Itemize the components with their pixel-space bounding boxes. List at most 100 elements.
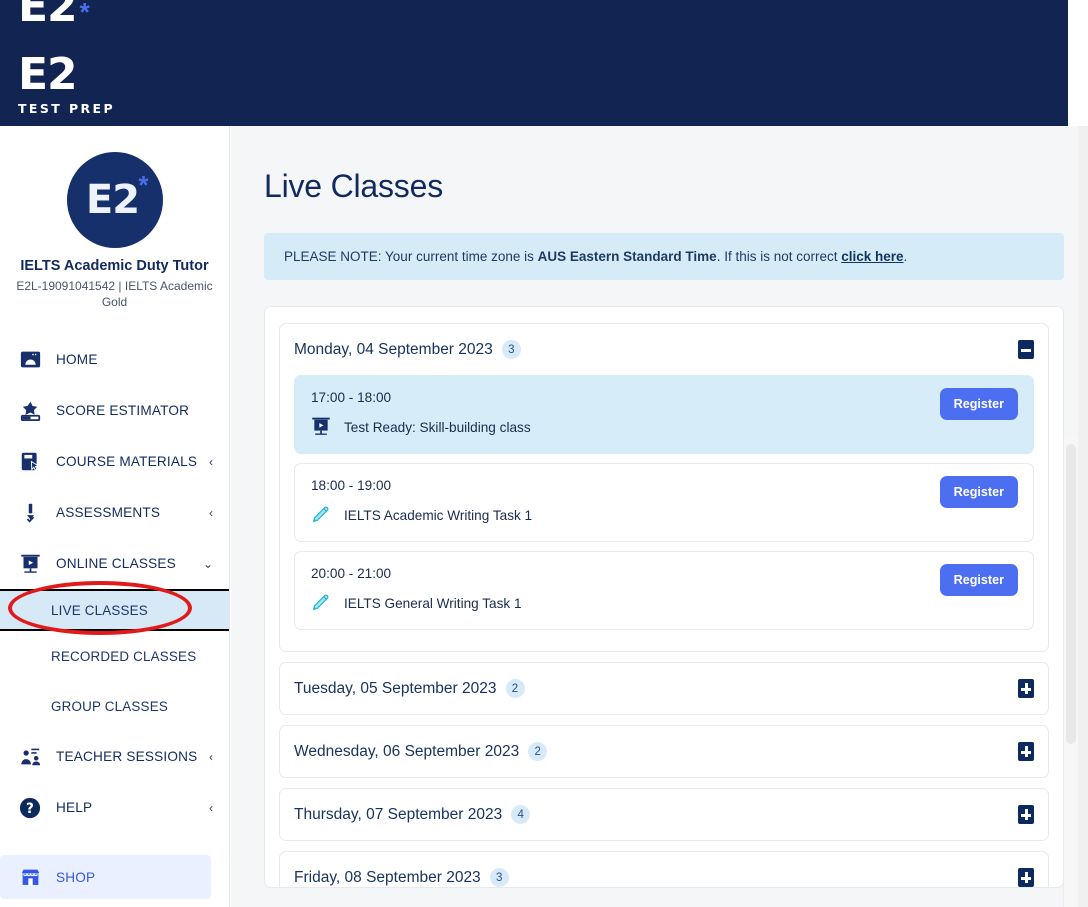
class-row[interactable]: 20:00 - 21:00 IELTS General Writing Task… — [294, 551, 1034, 630]
chevron-icon: ‹ — [209, 749, 213, 764]
book-cursor-icon — [18, 450, 42, 474]
assessment-pencil-icon — [18, 501, 42, 525]
teacher-icon — [18, 745, 42, 769]
profile-name: IELTS Academic Duty Tutor — [20, 258, 209, 274]
score-estimator-icon — [18, 399, 42, 423]
sidebar-item-live-classes[interactable]: LIVE CLASSES — [0, 589, 229, 631]
sidebar-item-label: TEACHER SESSIONS — [56, 749, 198, 764]
timezone-click-here-link[interactable]: click here — [841, 249, 904, 264]
sidebar-item-course-materials[interactable]: COURSE MATERIALS ‹ — [0, 436, 229, 487]
sidebar-subitem-label: LIVE CLASSES — [51, 602, 148, 618]
logo-e2-text: E2 — [18, 49, 78, 100]
page-scrollbar[interactable] — [1078, 126, 1088, 907]
notice-suffix: . — [903, 249, 908, 264]
register-button[interactable]: Register — [939, 388, 1018, 420]
day-card: Friday, 08 September 2023 3 — [279, 851, 1049, 887]
topbar-right-gap — [1068, 0, 1078, 126]
notice-middle: . If this is not correct — [716, 249, 842, 264]
classes-panel: Monday, 04 September 2023 3 17:00 - 18:0… — [264, 306, 1064, 888]
sidebar-item-teacher-sessions[interactable]: TEACHER SESSIONS ‹ — [0, 731, 229, 782]
profile-block: E2 * IELTS Academic Duty Tutor E2L-19091… — [0, 126, 229, 316]
sidebar-item-group-classes[interactable]: GROUP CLASSES — [0, 681, 229, 731]
sidebar-item-label: COURSE MATERIALS — [56, 454, 198, 469]
timezone-notice: PLEASE NOTE: Your current time zone is A… — [264, 233, 1064, 280]
sidebar-item-shop[interactable]: SHOP — [0, 855, 211, 899]
logo-clipped-duplicate: E2 * — [18, 0, 168, 44]
class-time: 17:00 - 18:00 — [311, 390, 392, 405]
day-count-badge: 2 — [528, 742, 548, 761]
sidebar-item-recorded-classes[interactable]: RECORDED CLASSES — [0, 631, 229, 681]
class-name-row: Test Ready: Skill-building class — [311, 416, 1017, 438]
chevron-icon: ‹ — [209, 800, 213, 815]
sidebar-subitem-label: GROUP CLASSES — [51, 698, 168, 714]
presentation-play-icon — [311, 416, 333, 438]
logo-tagline: TEST PREP — [18, 101, 116, 116]
day-title: Friday, 08 September 2023 — [294, 868, 481, 886]
chevron-icon: ‹ — [209, 505, 213, 520]
day-title: Tuesday, 05 September 2023 — [294, 679, 497, 697]
day-header[interactable]: Friday, 08 September 2023 3 — [294, 852, 1034, 887]
avatar-star-icon: * — [138, 170, 149, 200]
day-card: Thursday, 07 September 2023 4 — [279, 788, 1049, 841]
brand-logo[interactable]: E2 TEST PREP — [18, 49, 208, 117]
sidebar-item-assessments[interactable]: ASSESSMENTS ‹ — [0, 487, 229, 538]
expand-plus-icon[interactable] — [1018, 868, 1034, 887]
avatar: E2 * — [66, 152, 163, 248]
class-row[interactable]: 18:00 - 19:00 IELTS Academic Writing Tas… — [294, 463, 1034, 542]
day-header[interactable]: Thursday, 07 September 2023 4 — [294, 789, 1034, 840]
class-name-row: IELTS General Writing Task 1 — [311, 592, 1017, 614]
class-time: 20:00 - 21:00 — [311, 566, 392, 581]
day-count-badge: 3 — [501, 340, 521, 359]
class-list: 17:00 - 18:00 Test Ready: Skill-building… — [294, 375, 1034, 651]
page-title: Live Classes — [264, 168, 444, 204]
inner-scrollbar-track[interactable] — [1063, 436, 1078, 907]
sidebar-item-label: ONLINE CLASSES — [56, 556, 176, 571]
inner-scrollbar-thumb[interactable] — [1066, 444, 1076, 744]
register-button[interactable]: Register — [939, 476, 1018, 508]
chevron-down-icon: ⌄ — [202, 556, 213, 571]
notice-prefix: PLEASE NOTE: Your current time zone is — [284, 249, 538, 264]
class-name-row: IELTS Academic Writing Task 1 — [311, 504, 1017, 526]
presentation-play-icon — [18, 552, 42, 576]
class-name: IELTS Academic Writing Task 1 — [344, 507, 533, 523]
sidebar-item-label: ASSESSMENTS — [56, 505, 161, 520]
class-time: 18:00 - 19:00 — [311, 478, 392, 493]
day-count-badge: 4 — [511, 805, 531, 824]
sidebar-item-label: SCORE ESTIMATOR — [56, 403, 190, 418]
logo-e2-text-top: E2 — [18, 0, 78, 32]
svg-text:?: ? — [26, 801, 34, 817]
sidebar-item-score-estimator[interactable]: SCORE ESTIMATOR — [0, 385, 229, 436]
sidebar-item-label: HELP — [56, 800, 93, 815]
collapse-minus-icon[interactable] — [1018, 340, 1034, 359]
class-row[interactable]: 17:00 - 18:00 Test Ready: Skill-building… — [294, 375, 1034, 454]
day-title: Monday, 04 September 2023 — [294, 340, 493, 358]
day-header[interactable]: Tuesday, 05 September 2023 2 — [294, 663, 1034, 714]
sidebar-item-label: HOME — [56, 352, 98, 367]
expand-plus-icon[interactable] — [1018, 679, 1034, 698]
day-count-badge: 3 — [489, 868, 509, 887]
day-title: Wednesday, 06 September 2023 — [294, 742, 520, 760]
profile-meta: E2L-19091041542 | IELTS Academic Gold — [16, 279, 213, 309]
day-card: Wednesday, 06 September 2023 2 — [279, 725, 1049, 778]
day-header[interactable]: Wednesday, 06 September 2023 2 — [294, 726, 1034, 777]
pencil-icon — [311, 504, 333, 526]
help-question-icon: ? — [18, 796, 42, 820]
day-card: Tuesday, 05 September 2023 2 — [279, 662, 1049, 715]
sidebar-item-online-classes[interactable]: ONLINE CLASSES ⌄ — [0, 538, 229, 589]
main-content: Live Classes PLEASE NOTE: Your current t… — [231, 126, 1088, 907]
expand-plus-icon[interactable] — [1018, 742, 1034, 761]
home-icon — [18, 348, 42, 372]
avatar-e2-text: E2 — [85, 177, 140, 223]
class-name: Test Ready: Skill-building class — [344, 419, 531, 435]
top-brand-bar: E2 * E2 TEST PREP — [0, 0, 1078, 126]
sidebar-item-help[interactable]: ? HELP ‹ — [0, 782, 229, 833]
expand-plus-icon[interactable] — [1018, 805, 1034, 824]
register-button[interactable]: Register — [939, 564, 1018, 596]
logo-star-icon-top: * — [79, 0, 90, 27]
day-header[interactable]: Monday, 04 September 2023 3 — [294, 324, 1034, 375]
sidebar-item-home[interactable]: HOME — [0, 334, 229, 385]
sidebar-nav: HOME SCORE ESTIMATOR COURSE MATERIALS ‹ — [0, 334, 229, 899]
shop-store-icon — [18, 865, 42, 889]
shop-section: SHOP — [0, 855, 229, 899]
